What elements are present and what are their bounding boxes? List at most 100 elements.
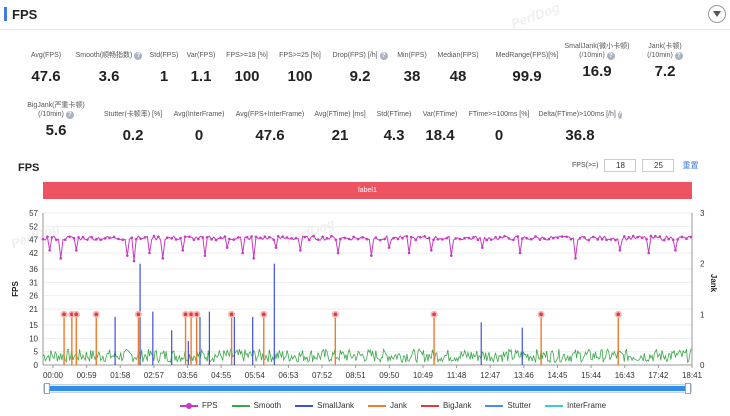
x-tick-label: 04:55 <box>211 371 232 380</box>
bigjank-marker <box>539 312 543 317</box>
metric-label-text: Delta(FTime)>100ms [/h] <box>538 111 616 118</box>
metric-card: Var(FPS) 1.1 <box>161 51 241 85</box>
fps-point <box>290 237 293 240</box>
legend-item[interactable]: FPS <box>180 401 218 410</box>
metric-label: Avg(FPS) <box>6 51 86 60</box>
fps-point <box>396 237 400 241</box>
fps-point <box>618 249 622 252</box>
legend-label: BigJank <box>442 401 472 410</box>
fps-point <box>165 236 169 240</box>
fps-point <box>583 236 586 239</box>
fps-point <box>236 236 240 239</box>
legend-item[interactable]: SmallJank <box>295 401 354 410</box>
metric-label: Median(FPS) <box>418 51 498 60</box>
fps-point <box>81 235 85 239</box>
metric-label: Delta(FTime)>100ms [/h]? <box>538 110 622 119</box>
help-icon[interactable]: ? <box>617 110 622 119</box>
fps-point <box>334 238 338 242</box>
x-tick-label: 00:00 <box>43 371 64 380</box>
fps-point <box>356 237 360 241</box>
legend-item[interactable]: Jank <box>368 401 407 410</box>
reset-link[interactable]: 重置 <box>682 161 699 170</box>
fps-filter-label: FPS(>=) <box>572 162 599 169</box>
legend-item[interactable]: Smooth <box>231 401 281 410</box>
fps-point <box>489 238 493 241</box>
fps-point <box>126 254 129 257</box>
metric-value: 1.1 <box>190 68 212 85</box>
metric-card: Std(FPS) 1 <box>124 51 204 85</box>
fps-point <box>285 236 289 239</box>
section-header: FPS <box>0 0 730 30</box>
fps-point <box>130 236 134 239</box>
fps-point <box>374 236 378 239</box>
help-icon[interactable]: ? <box>379 51 388 60</box>
fps-point <box>268 235 271 239</box>
fps-point <box>454 237 457 240</box>
time-range-slider[interactable] <box>43 383 692 394</box>
legend-item[interactable]: InterFrame <box>545 401 606 410</box>
slider-right-handle[interactable] <box>685 383 691 394</box>
fps-point <box>192 238 196 242</box>
metric-card: Smooth(顺畅指数)? 3.6 <box>69 51 149 85</box>
fps-point <box>179 236 182 240</box>
y-left-axis-title: FPS <box>11 281 20 297</box>
metric-label: BigJank(严重卡顿) <box>16 101 96 110</box>
fps-point <box>299 249 302 252</box>
fps-point <box>55 238 58 242</box>
bigjank-marker <box>189 312 193 317</box>
fps-point <box>252 257 256 260</box>
fps-point <box>516 235 520 238</box>
fps-threshold-2-input[interactable] <box>642 159 675 172</box>
legend-item[interactable]: BigJank <box>420 401 472 410</box>
fps-point <box>241 251 244 255</box>
metric-label-text: Avg(InterFrame) <box>173 111 225 118</box>
help-icon[interactable]: ? <box>674 51 683 60</box>
metric-value: 47.6 <box>255 127 285 144</box>
fps-point <box>321 235 324 239</box>
x-tick-label: 00:59 <box>77 371 98 380</box>
help-icon[interactable]: ? <box>606 51 615 60</box>
x-tick-label: 13:46 <box>514 371 535 380</box>
metric-label-text: Avg(FPS) <box>30 52 62 59</box>
fps-point <box>647 251 651 255</box>
label-bar[interactable]: label1 <box>43 182 692 199</box>
fps-point <box>108 236 111 240</box>
fps-point <box>325 236 329 240</box>
fps-point <box>587 238 591 242</box>
fps-point <box>463 236 466 240</box>
fps-point <box>671 238 675 242</box>
fps-point <box>59 257 63 260</box>
fps-threshold-1-input[interactable] <box>604 159 637 172</box>
metric-label-unit-text: (/10min) <box>647 52 673 59</box>
fps-point <box>427 236 431 240</box>
x-tick-label: 18:41 <box>682 371 703 380</box>
metric-label-text: SmallJank(微小卡顿) <box>564 43 630 50</box>
fps-point <box>383 237 386 241</box>
metric-label-text: Avg(FPS+InterFrame) <box>235 111 305 118</box>
fps-point <box>254 235 258 239</box>
help-icon[interactable]: ? <box>65 110 74 119</box>
fps-point <box>552 236 555 240</box>
metric-card: Avg(InterFrame) 0 <box>159 110 239 144</box>
collapse-button[interactable] <box>708 5 726 23</box>
metric-label-unit-text: (/10min) <box>38 111 64 118</box>
y-left-tick-label: 42 <box>29 249 38 258</box>
legend-item[interactable]: Stutter <box>485 401 531 410</box>
fps-point <box>117 237 120 241</box>
bigjank-marker <box>229 312 234 317</box>
fps-point <box>401 236 404 240</box>
fps-point <box>449 254 453 257</box>
y-left-tick-label: 26 <box>29 292 38 301</box>
slider-left-handle[interactable] <box>44 383 50 394</box>
fps-point <box>139 237 142 240</box>
fps-point <box>361 236 364 239</box>
smooth-series-line <box>42 347 693 364</box>
help-icon[interactable]: ? <box>134 51 143 60</box>
metric-label-text: Smooth(顺畅指数) <box>75 52 133 59</box>
metric-card: SmallJank(微小卡顿) (/10min)? 16.9 <box>557 42 637 80</box>
fps-point <box>276 234 280 238</box>
fps-point <box>121 238 125 241</box>
fps-point <box>498 235 502 239</box>
bigjank-marker <box>616 312 621 317</box>
